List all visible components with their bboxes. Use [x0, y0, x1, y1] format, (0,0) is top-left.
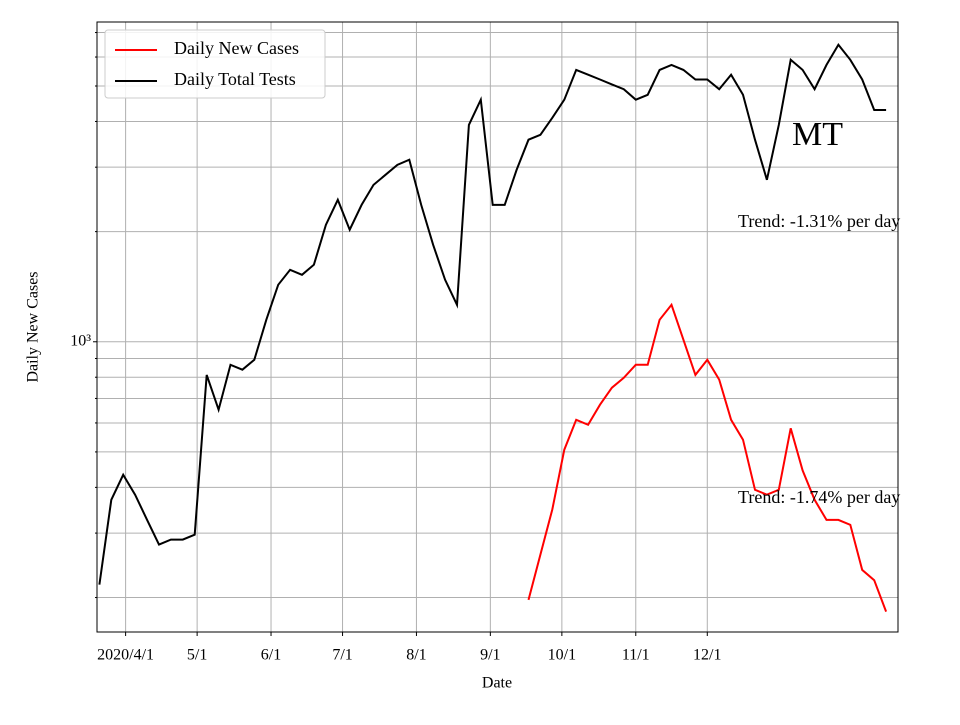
state-label: MT [792, 116, 843, 153]
x-tick-label: 6/1 [261, 647, 281, 664]
plot-frame [96, 21, 899, 633]
legend-label: Daily New Cases [174, 38, 299, 58]
trend-annotation: Trend: -1.74% per day [738, 487, 900, 507]
trend-annotation: Trend: -1.31% per day [738, 211, 900, 231]
x-tick-label: 8/1 [406, 647, 426, 664]
legend-label: Daily Total Tests [174, 69, 296, 89]
x-tick-label: 11/1 [622, 647, 650, 664]
x-tick-label: 2020/4/1 [97, 647, 154, 664]
legend: Daily New Cases Daily Total Tests [104, 29, 326, 99]
series-line [98, 43, 887, 585]
x-axis-label: Date [482, 675, 512, 692]
x-tick-label: 7/1 [332, 647, 352, 664]
x-tick-label: 12/1 [693, 647, 721, 664]
series-line [527, 302, 888, 612]
x-tick-label: 5/1 [187, 647, 207, 664]
x-tick-label: 9/1 [480, 647, 500, 664]
plot-lines [98, 43, 888, 612]
y-axis-label: Daily New Cases [25, 271, 42, 382]
y-tick-label: 10³ [70, 332, 91, 349]
x-tick-label: 10/1 [548, 647, 576, 664]
legend-box [104, 29, 326, 99]
